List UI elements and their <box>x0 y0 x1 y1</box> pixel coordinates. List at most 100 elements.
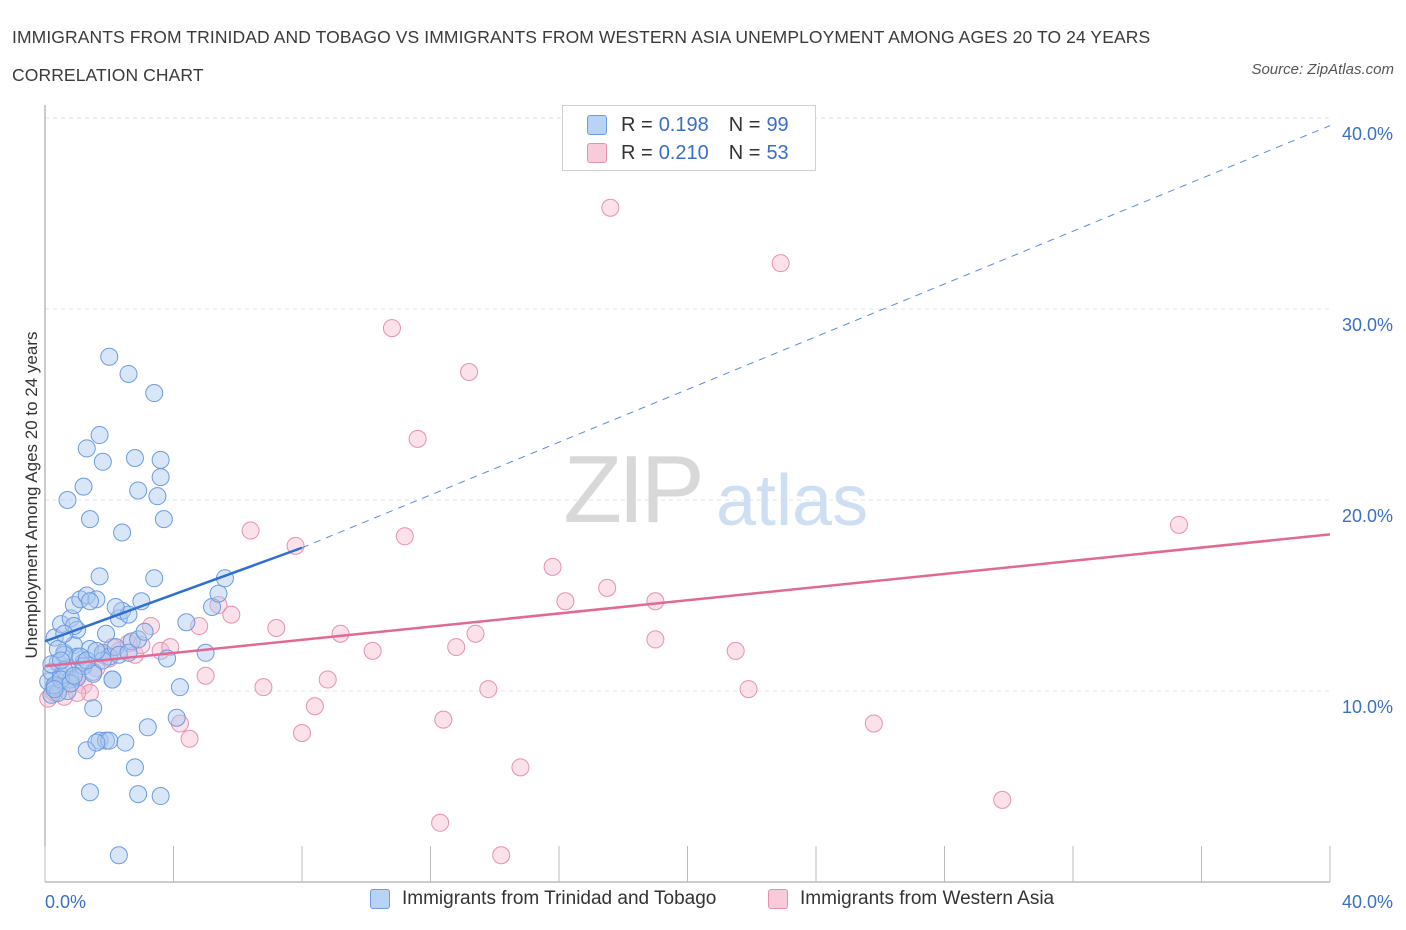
chart-title: IMMIGRANTS FROM TRINIDAD AND TOBAGO VS I… <box>12 27 1151 85</box>
trinidad-tobago-point <box>80 592 99 611</box>
western-asia-point <box>222 605 241 624</box>
trinidad-tobago-point <box>87 590 106 609</box>
trinidad-tobago-point <box>97 624 116 643</box>
trinidad-tobago-point <box>170 678 189 697</box>
legend-n-label: N = <box>728 113 761 136</box>
western-asia-point <box>601 198 620 217</box>
western-asia-point <box>726 641 745 660</box>
legend-n-value: 53 <box>766 141 789 164</box>
trinidad-tobago-point <box>74 477 93 496</box>
legend-r-label: R = <box>621 113 653 136</box>
legend-swatch-blue <box>370 889 390 909</box>
trinidad-tobago-point <box>80 510 99 529</box>
western-asia-point <box>80 683 99 702</box>
western-asia-point <box>511 758 530 777</box>
legend-row-trinidad: R = 0.198 N = 99 <box>587 112 789 138</box>
y-tick-label: 30.0% <box>1342 315 1393 335</box>
x-tick-label-min: 0.0% <box>45 892 86 912</box>
legend-n-value: 99 <box>766 113 789 136</box>
legend-r-label: R = <box>621 141 653 164</box>
western-asia-point <box>286 536 305 555</box>
axes <box>44 105 1331 883</box>
source-label: Source: ZipAtlas.com <box>1251 61 1394 78</box>
western-asia-point <box>180 729 199 748</box>
gridlines <box>45 117 1330 692</box>
western-asia-point <box>466 624 485 643</box>
trinidad-tobago-point <box>48 639 67 658</box>
trinidad-tobago-point <box>151 450 170 469</box>
trinidad-tobago-point <box>145 569 164 588</box>
trinidad-tobago-point <box>48 653 67 672</box>
trend-lines <box>44 125 1331 668</box>
trinidad-tobago-point <box>87 641 106 660</box>
trinidad-tobago-point <box>90 731 109 750</box>
legend-swatch-pink <box>768 889 788 909</box>
trinidad-tobago-point <box>64 666 83 685</box>
series-legend: Immigrants from Trinidad and Tobago Immi… <box>0 888 1406 916</box>
legend-n-label: N = <box>728 141 761 164</box>
western-asia-point <box>305 697 324 716</box>
trinidad-tobago-points <box>39 347 234 865</box>
watermark-zip: ZIP <box>563 436 700 543</box>
y-tick-label: 20.0% <box>1342 506 1393 526</box>
western-asia-point <box>196 666 215 685</box>
western-asia-point <box>771 254 790 273</box>
trinidad-tobago-point <box>77 586 96 605</box>
trinidad-tobago-point <box>90 567 109 586</box>
x-tick-label-max: 40.0% <box>1342 892 1393 912</box>
western-asia-point <box>556 592 575 611</box>
tick-labels: 10.0% 20.0% 30.0% 40.0% 0.0% 40.0% <box>45 124 1393 912</box>
legend-swatch-pink <box>587 143 607 163</box>
western-asia-point <box>460 363 479 382</box>
legend-label-western-asia: Immigrants from Western Asia <box>800 888 1055 909</box>
trinidad-tobago-point <box>138 718 157 737</box>
trinidad-tobago-point <box>125 758 144 777</box>
western-asia-point <box>646 592 665 611</box>
legend-swatch-blue <box>587 115 607 135</box>
trinidad-tobago-point <box>113 523 132 542</box>
watermark-atlas: atlas <box>716 461 868 541</box>
trinidad-tobago-point <box>90 426 109 445</box>
western-asia-point <box>1170 515 1189 534</box>
trinidad-tobago-point <box>167 708 186 727</box>
trinidad-tobago-point <box>135 622 154 641</box>
western-asia-point <box>864 714 883 733</box>
trinidad-tobago-point <box>100 347 119 366</box>
western-asia-point <box>447 638 466 657</box>
western-asia-point <box>267 618 286 637</box>
western-asia-point <box>363 641 382 660</box>
trinidad-tobago-point <box>80 783 99 802</box>
trinidad-tobago-point <box>122 632 141 651</box>
western-asia-point <box>408 429 427 448</box>
trinidad-tobago-point <box>196 643 215 662</box>
legend-r-value: 0.198 <box>658 113 709 136</box>
western-asia-point <box>395 527 414 546</box>
western-asia-point <box>293 724 311 743</box>
western-asia-point <box>331 624 350 643</box>
trinidad-tobago-point <box>93 452 112 471</box>
trinidad-tobago-point <box>129 630 148 649</box>
legend-item-western-asia: Immigrants from Western Asia <box>768 888 1054 910</box>
trinidad-tobago-point <box>45 680 64 699</box>
western-asia-point <box>646 630 665 649</box>
legend-r-value: 0.210 <box>658 141 709 164</box>
trinidad-tobago-point <box>125 448 144 467</box>
trinidad-tobago-point <box>148 487 167 506</box>
trinidad-tobago-point <box>177 613 196 632</box>
western-asia-trend-line <box>44 533 1331 668</box>
western-asia-point <box>431 813 450 832</box>
western-asia-point <box>170 714 189 733</box>
stats-legend: R = 0.198 N = 99 R = 0.210 N = 53 <box>562 105 816 171</box>
western-asia-point <box>254 678 273 697</box>
western-asia-point <box>739 680 758 699</box>
western-asia-point <box>241 521 260 540</box>
trinidad-tobago-point <box>116 733 135 752</box>
legend-row-western-asia: R = 0.210 N = 53 <box>587 140 789 166</box>
trinidad-tobago-point <box>84 699 103 718</box>
trinidad-tobago-point <box>77 439 96 458</box>
trinidad-tobago-point <box>129 481 148 500</box>
trinidad-tobago-point <box>151 787 170 806</box>
western-asia-point <box>543 557 562 576</box>
western-asia-point <box>434 710 453 729</box>
trinidad-tobago-point <box>103 670 122 689</box>
